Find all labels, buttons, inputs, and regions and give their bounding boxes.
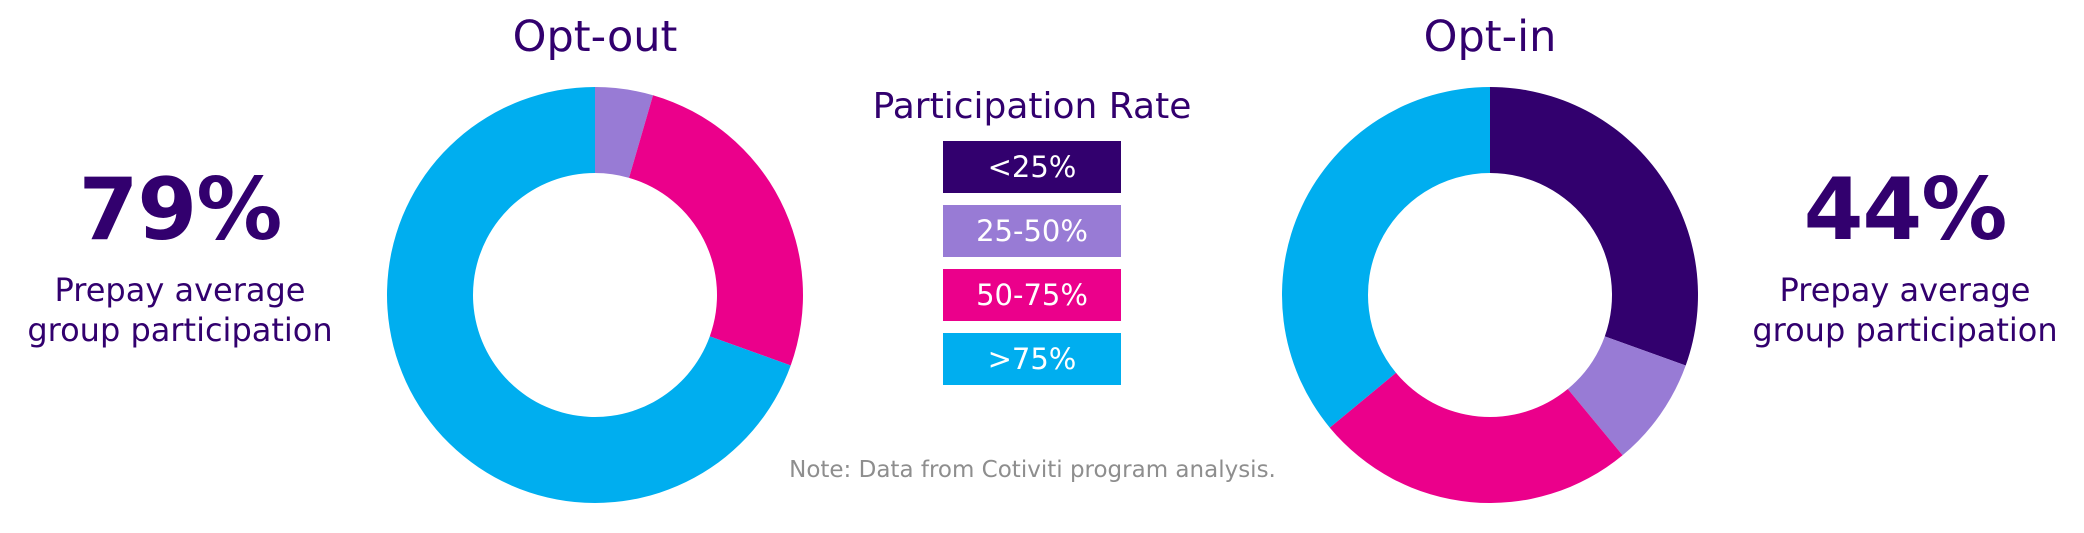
opt-out-stat-label-line2: group participation	[27, 311, 333, 349]
opt-out-slice-50-75	[629, 95, 803, 366]
opt-in-stat: 44% Prepay average group participation	[1725, 160, 2084, 350]
opt-in-chart-title: Opt-in	[1423, 12, 1557, 62]
opt-in-stat-value: 44%	[1803, 160, 2008, 260]
opt-out-chart-title: Opt-out	[512, 12, 678, 62]
opt-out-stat-value: 79%	[78, 160, 283, 260]
legend-list: <25% 25-50% 50-75% >75%	[832, 141, 1232, 385]
opt-in-slice-gt75	[1282, 87, 1490, 428]
opt-in-donut-chart	[1282, 87, 1698, 504]
opt-in-stat-label-line1: Prepay average	[1779, 271, 2031, 309]
opt-in-slice-lt25	[1490, 87, 1698, 366]
footnote: Note: Data from Cotiviti program analysi…	[789, 457, 1276, 483]
legend-item-25-50: 25-50%	[943, 205, 1121, 257]
opt-out-slice-gt75	[387, 87, 791, 504]
opt-in-slice-25-50	[1567, 336, 1686, 456]
opt-in-slice-50-75	[1329, 372, 1623, 504]
opt-out-stat: 79% Prepay average group participation	[0, 160, 360, 350]
legend-item-lt25: <25%	[943, 141, 1121, 193]
legend-title: Participation Rate	[872, 86, 1192, 127]
opt-out-donut-chart	[387, 87, 803, 504]
opt-out-stat-label-line1: Prepay average	[54, 271, 306, 309]
opt-out-slice-25-50	[595, 87, 654, 178]
opt-in-stat-label-line2: group participation	[1752, 311, 2058, 349]
participation-legend: Participation Rate <25% 25-50% 50-75% >7…	[832, 85, 1232, 397]
legend-item-50-75: 50-75%	[943, 269, 1121, 321]
legend-item-gt75: >75%	[943, 333, 1121, 385]
